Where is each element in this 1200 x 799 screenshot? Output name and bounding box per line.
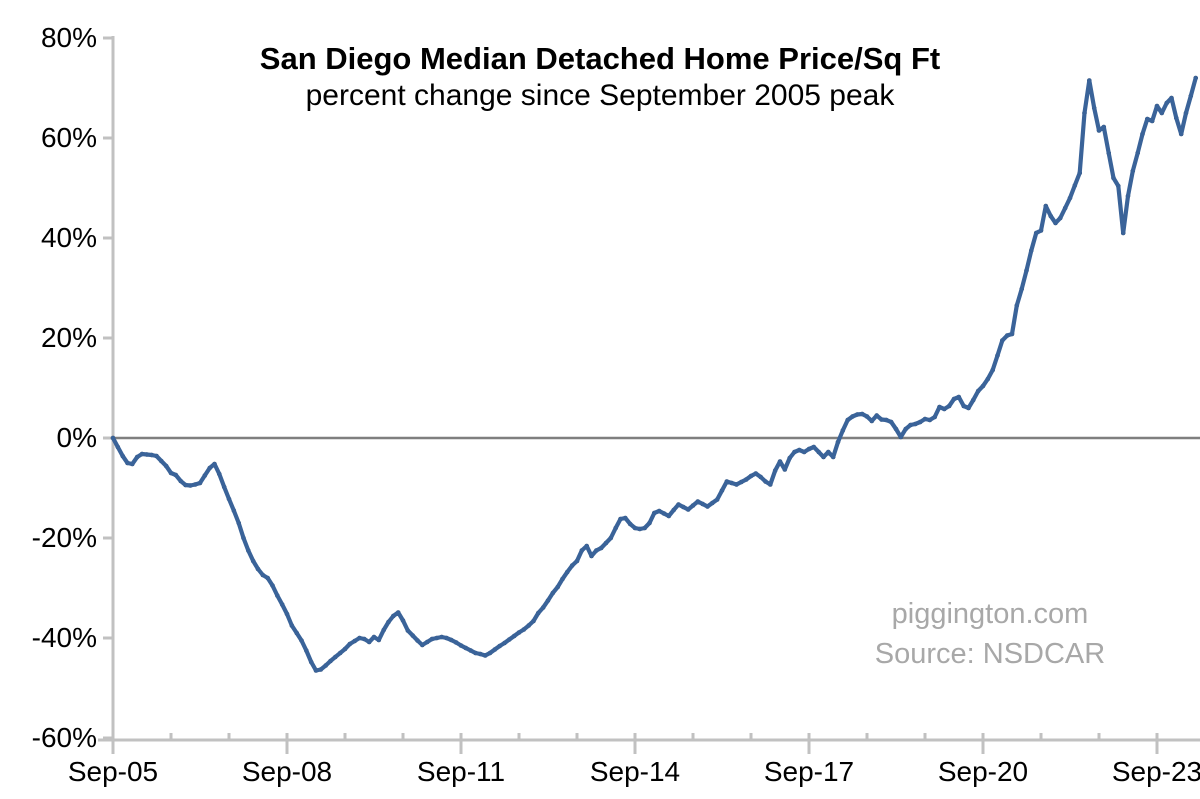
x-axis-tick-label: Sep-23 (1111, 756, 1200, 787)
y-axis-tick-label: 80% (40, 22, 97, 53)
watermark: piggington.com Source: NSDCAR (790, 594, 1190, 674)
watermark-site: piggington.com (891, 598, 1089, 630)
y-axis-tick-label: 60% (40, 122, 97, 153)
watermark-source: Source: NSDCAR (874, 638, 1106, 670)
y-axis-tick-label: 20% (40, 322, 97, 353)
y-axis-tick-label: 0% (56, 422, 97, 453)
chart-title-block: San Diego Median Detached Home Price/Sq … (0, 40, 1200, 114)
x-axis-tick-label: Sep-05 (67, 756, 159, 787)
x-axis-tick-label: Sep-20 (937, 756, 1029, 787)
x-axis-tick-label: Sep-17 (763, 756, 855, 787)
y-axis-tick-label: 40% (40, 222, 97, 253)
chart-subtitle: percent change since September 2005 peak (305, 79, 895, 112)
y-axis-tick-label: -60% (31, 722, 97, 753)
x-axis-tick-label: Sep-14 (589, 756, 681, 787)
x-axis-tick-label: Sep-11 (416, 756, 506, 787)
y-axis-tick-label: -20% (31, 522, 97, 553)
y-axis-tick-label: -40% (31, 622, 97, 653)
x-axis-tick-label: Sep-08 (241, 756, 333, 787)
chart-title: San Diego Median Detached Home Price/Sq … (259, 41, 941, 76)
